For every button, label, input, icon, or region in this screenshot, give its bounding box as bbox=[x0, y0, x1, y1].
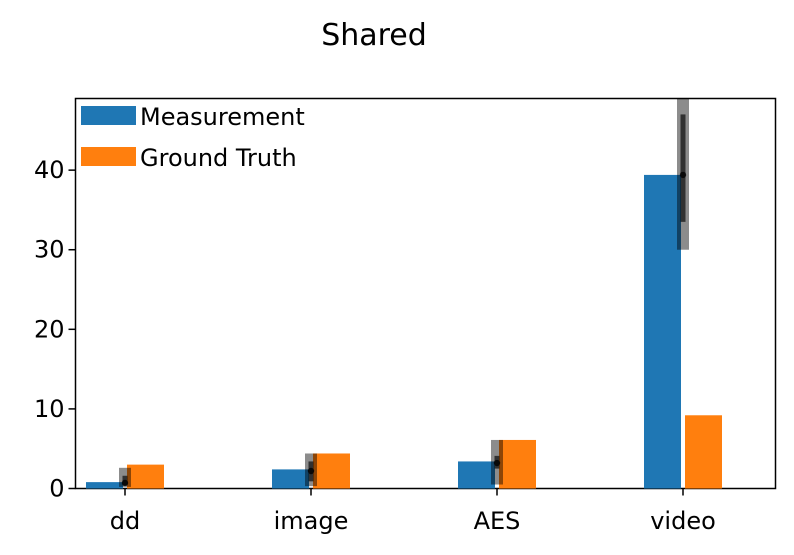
bar-measurement-image bbox=[272, 469, 309, 489]
x-axis: dd image AES video bbox=[110, 488, 716, 535]
legend-swatch-measurement bbox=[81, 106, 136, 125]
bar-ground-truth-image bbox=[313, 453, 350, 489]
y-tick-label-0: 0 bbox=[49, 475, 64, 503]
x-tick-label-dd: dd bbox=[110, 507, 140, 535]
error-bar-inner-video bbox=[680, 114, 686, 222]
y-tick-label-40: 40 bbox=[34, 156, 65, 184]
bar-ground-truth-dd bbox=[127, 464, 164, 489]
y-axis: 0 10 20 30 40 bbox=[34, 156, 76, 503]
error-bar-median-video bbox=[679, 171, 687, 179]
bar-ground-truth-video bbox=[685, 415, 722, 489]
error-bars-layer bbox=[119, 98, 689, 487]
error-bar-median-dd bbox=[121, 479, 129, 487]
bar-measurement-video bbox=[644, 174, 681, 489]
legend-label-ground-truth: Ground Truth bbox=[140, 144, 297, 172]
bar-ground-truth-aes bbox=[499, 439, 536, 489]
x-tick-label-aes: AES bbox=[474, 507, 521, 535]
plot-area-frame bbox=[74, 97, 777, 490]
legend-label-measurement: Measurement bbox=[140, 103, 305, 131]
bar-measurement-aes bbox=[458, 461, 495, 489]
x-tick-label-video: video bbox=[650, 507, 716, 535]
bars-layer bbox=[86, 174, 722, 489]
error-bar-median-aes bbox=[493, 459, 501, 467]
bar-measurement-dd bbox=[86, 482, 123, 489]
legend-swatch-ground-truth bbox=[81, 147, 136, 166]
x-tick-label-image: image bbox=[274, 507, 349, 535]
y-tick-label-10: 10 bbox=[34, 395, 65, 423]
chart-title: Shared bbox=[321, 18, 427, 53]
error-bar-median-image bbox=[307, 467, 315, 475]
legend: Measurement Ground Truth bbox=[81, 103, 305, 172]
y-tick-label-20: 20 bbox=[34, 315, 65, 343]
y-tick-label-30: 30 bbox=[34, 236, 65, 264]
